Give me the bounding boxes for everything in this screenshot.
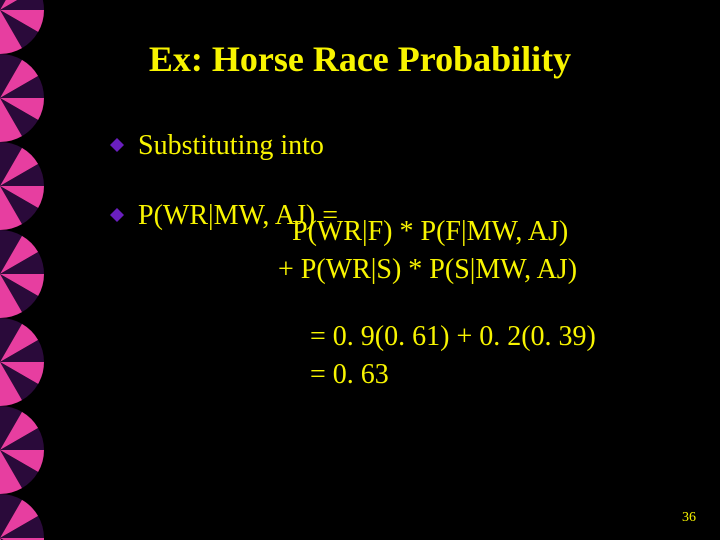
page-number: 36 xyxy=(682,510,696,526)
calc-line: = 0. 9(0. 61) + 0. 2(0. 39) xyxy=(310,318,660,356)
formula-line: P(WR|F) * P(F|MW, AJ) xyxy=(278,213,660,251)
bullet-text: Substituting into xyxy=(138,128,324,164)
formula-expansion: P(WR|F) * P(F|MW, AJ) + P(WR|S) * P(S|MW… xyxy=(278,213,660,289)
diamond-bullet-icon xyxy=(110,138,124,157)
calc-line: = 0. 63 xyxy=(310,356,660,394)
bullet-item: Substituting into xyxy=(110,128,660,164)
formula-line: + P(WR|S) * P(S|MW, AJ) xyxy=(278,251,660,289)
slide-title: Ex: Horse Race Probability xyxy=(60,38,660,80)
diamond-bullet-icon xyxy=(110,208,124,227)
calculation-block: = 0. 9(0. 61) + 0. 2(0. 39) = 0. 63 xyxy=(310,318,660,394)
slide: Ex: Horse Race Probability Substituting … xyxy=(0,0,720,540)
